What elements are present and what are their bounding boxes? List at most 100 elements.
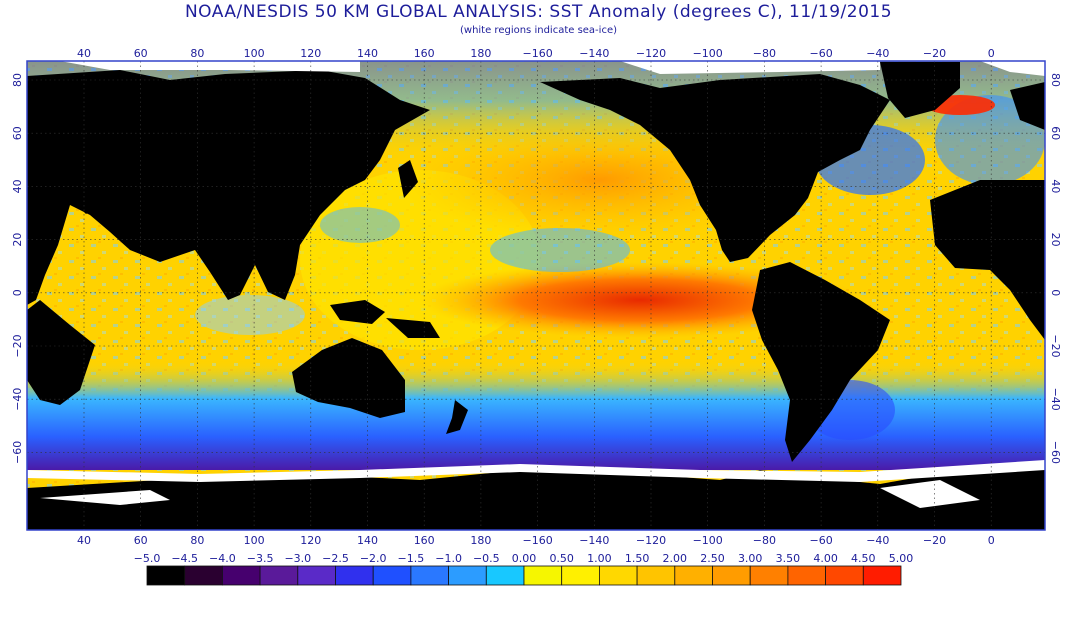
colorbar-swatch [862, 565, 902, 586]
map-frame [26, 60, 1046, 531]
lat-tick-label-left: 20 [11, 233, 24, 247]
latitude-axis-left: 80 60 40 20 0 −20 −40 −60 [11, 73, 24, 464]
lon-tick-label-bottom: −20 [923, 534, 946, 547]
colorbar-tick-label: 5.00 [889, 552, 914, 565]
lon-tick-label-bottom: −160 [522, 534, 552, 547]
colorbar: −5.0 −4.5 −4.0 −3.5 −3.0 −2.5 −2.0 −1.5 −1.0 −0.5… [134, 552, 914, 586]
lon-tick-label-bottom: 120 [300, 534, 321, 547]
latitude-axis-right: 80 60 40 20 0 −20 −40 −60 [1049, 73, 1062, 464]
lon-tick-label-bottom: 40 [77, 534, 91, 547]
colorbar-swatch [636, 565, 676, 586]
colorbar-swatch [749, 565, 789, 586]
colorbar-swatch [787, 565, 827, 586]
lon-tick-label-bottom: −120 [636, 534, 666, 547]
lon-tick-label-top: 100 [244, 47, 265, 60]
lon-tick-label-top: 0 [988, 47, 995, 60]
colorbar-swatch [712, 565, 751, 586]
map-title: NOAA/NESDIS 50 KM GLOBAL ANALYSIS: SST A… [184, 2, 893, 22]
lat-tick-label-right: 20 [1049, 233, 1062, 247]
colorbar-tick-label: 2.00 [663, 552, 688, 565]
longitude-axis-top: 40 60 80 100 120 140 160 180 −160 −140 −120 −100 −80… [77, 47, 995, 60]
colorbar-swatch [561, 565, 600, 586]
lon-tick-label-top: 180 [470, 47, 491, 60]
lat-tick-label-left: −60 [11, 441, 24, 464]
lat-tick-label-right: 60 [1049, 126, 1062, 140]
lon-tick-label-top: 140 [357, 47, 378, 60]
lon-tick-label-top: −80 [753, 47, 776, 60]
colorbar-swatch [184, 565, 223, 586]
colorbar-tick-label: −5.0 [134, 552, 161, 565]
colorbar-swatch [372, 565, 412, 586]
lat-tick-label-right: 0 [1049, 289, 1062, 296]
colorbar-tick-label: −2.0 [360, 552, 387, 565]
sea-ice [27, 61, 1045, 508]
lon-tick-label-bottom: 60 [134, 534, 148, 547]
lon-tick-label-bottom: −100 [693, 534, 723, 547]
colorbar-swatch [448, 565, 487, 586]
lon-tick-label-top: 120 [300, 47, 321, 60]
lat-tick-label-left: −20 [11, 334, 24, 357]
lat-tick-label-right: 80 [1049, 73, 1062, 87]
colorbar-tick-label: −3.0 [284, 552, 311, 565]
colorbar-swatch [259, 565, 299, 586]
colorbar-tick-label: 4.00 [813, 552, 838, 565]
lat-tick-label-left: 40 [11, 179, 24, 193]
colorbar-tick-label: 4.50 [851, 552, 876, 565]
colorbar-tick-label: 1.00 [587, 552, 612, 565]
lon-tick-label-top: −60 [809, 47, 832, 60]
colorbar-swatch [485, 565, 525, 586]
lon-tick-label-top: 80 [190, 47, 204, 60]
colorbar-tick-label: −2.5 [322, 552, 349, 565]
lon-tick-label-bottom: −140 [579, 534, 609, 547]
lon-tick-label-bottom: −40 [866, 534, 889, 547]
colorbar-tick-label: −0.5 [473, 552, 500, 565]
lon-tick-label-top: −160 [522, 47, 552, 60]
lat-tick-label-right: −20 [1049, 334, 1062, 357]
lon-tick-label-bottom: 140 [357, 534, 378, 547]
colorbar-swatch [221, 565, 261, 586]
colorbar-swatch [523, 565, 563, 586]
lon-tick-label-top: 160 [414, 47, 435, 60]
lon-tick-label-top: −40 [866, 47, 889, 60]
graticule [27, 61, 1045, 530]
colorbar-tick-label: 1.50 [625, 552, 650, 565]
lon-tick-label-bottom: 100 [244, 534, 265, 547]
ocean-field [27, 61, 1045, 530]
colorbar-tick-label: −3.5 [247, 552, 274, 565]
lon-tick-label-bottom: 80 [190, 534, 204, 547]
lon-tick-label-top: −140 [579, 47, 609, 60]
colorbar-tick-label: −4.5 [171, 552, 198, 565]
lon-tick-label-top: 40 [77, 47, 91, 60]
lat-tick-label-left: −40 [11, 388, 24, 411]
map-subtitle: (white regions indicate sea-ice) [459, 25, 617, 36]
colorbar-swatch [674, 565, 713, 586]
colorbar-tick-label: 0.50 [549, 552, 574, 565]
colorbar-tick-label: −1.5 [398, 552, 425, 565]
lon-tick-label-top: −20 [923, 47, 946, 60]
colorbar-swatch [297, 565, 336, 586]
lat-tick-label-left: 80 [11, 73, 24, 87]
lon-tick-label-bottom: −60 [809, 534, 832, 547]
colorbar-swatch [825, 565, 864, 586]
lon-tick-label-bottom: 180 [470, 534, 491, 547]
colorbar-tick-label: −1.0 [435, 552, 462, 565]
lat-tick-label-left: 0 [11, 289, 24, 296]
lon-tick-label-bottom: 160 [414, 534, 435, 547]
colorbar-tick-label: 3.50 [776, 552, 801, 565]
lat-tick-label-left: 60 [11, 126, 24, 140]
colorbar-swatch [335, 565, 374, 586]
lon-tick-label-top: 60 [134, 47, 148, 60]
colorbar-swatch [410, 565, 449, 586]
colorbar-tick-label: 3.00 [738, 552, 763, 565]
colorbar-tick-label: 0.00 [512, 552, 537, 565]
lon-tick-label-bottom: 0 [988, 534, 995, 547]
colorbar-tick-label: 2.50 [700, 552, 725, 565]
colorbar-swatch [599, 565, 638, 586]
lon-tick-label-bottom: −80 [753, 534, 776, 547]
lon-tick-label-top: −120 [636, 47, 666, 60]
colorbar-tick-label: −4.0 [209, 552, 236, 565]
colorbar-swatch [146, 565, 186, 586]
lat-tick-label-right: −40 [1049, 388, 1062, 411]
longitude-axis-bottom: 40 60 80 100 120 140 160 180 −160 −140 −120 −100 −80… [77, 534, 995, 547]
